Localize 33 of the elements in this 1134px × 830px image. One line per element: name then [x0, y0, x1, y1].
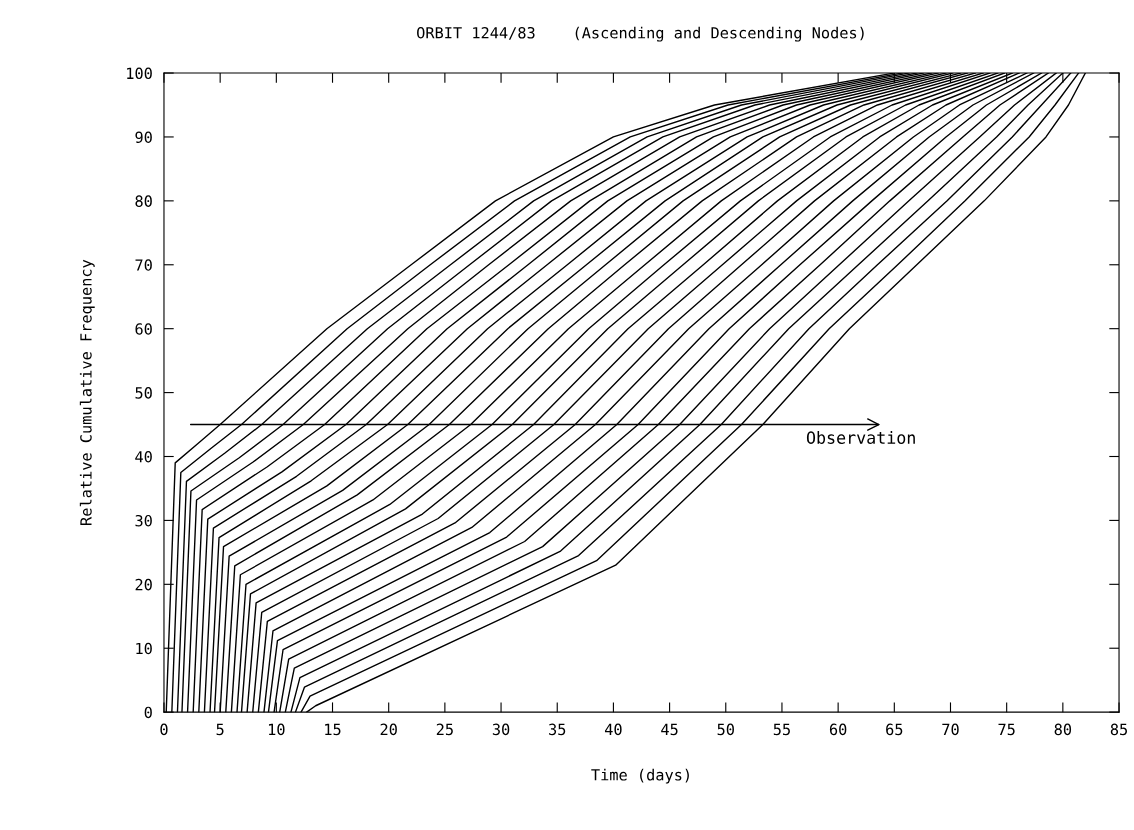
x-tick-label: 30	[492, 723, 510, 736]
x-tick-label: 50	[717, 723, 734, 736]
x-tick-label: 80	[1054, 723, 1072, 736]
x-tick-label: 0	[160, 723, 168, 736]
x-tick-label: 35	[549, 723, 566, 736]
y-tick-label: 50	[135, 387, 152, 399]
x-tick-label: 20	[380, 723, 397, 736]
y-tick-label: 20	[135, 578, 152, 591]
x-tick-label: 45	[661, 723, 678, 736]
x-tick-label: 40	[604, 723, 622, 736]
x-tick-label: 5	[216, 723, 224, 736]
x-tick-label: 70	[942, 723, 959, 736]
y-tick-label: 100	[127, 67, 152, 80]
y-tick-label: 70	[135, 259, 152, 271]
y-axis-title: Relative Cumulative Frequency	[79, 259, 95, 525]
y-tick-label: 60	[135, 323, 152, 335]
x-tick-label: 10	[268, 723, 285, 736]
x-tick-label: 25	[436, 723, 453, 736]
x-tick-label: 15	[325, 723, 341, 736]
y-tick-label: 30	[135, 514, 152, 527]
annotation: Observation	[806, 431, 915, 444]
x-tick-label: 60	[829, 723, 847, 736]
x-tick-label: 85	[1110, 723, 1128, 736]
x-tick-label: 55	[773, 723, 790, 736]
y-tick-label: 80	[135, 195, 152, 207]
chart-title: ORBIT 1244/83 (Ascending and Descending Nodes)	[417, 26, 864, 42]
y-tick-label: 10	[136, 642, 152, 655]
x-axis-title: Time (days)	[591, 768, 689, 784]
y-tick-label: 40	[135, 451, 152, 463]
y-tick-label: 0	[144, 706, 152, 719]
x-tick-label: 65	[886, 723, 903, 736]
y-tick-label: 90	[135, 131, 152, 144]
x-tick-label: 75	[998, 723, 1015, 736]
